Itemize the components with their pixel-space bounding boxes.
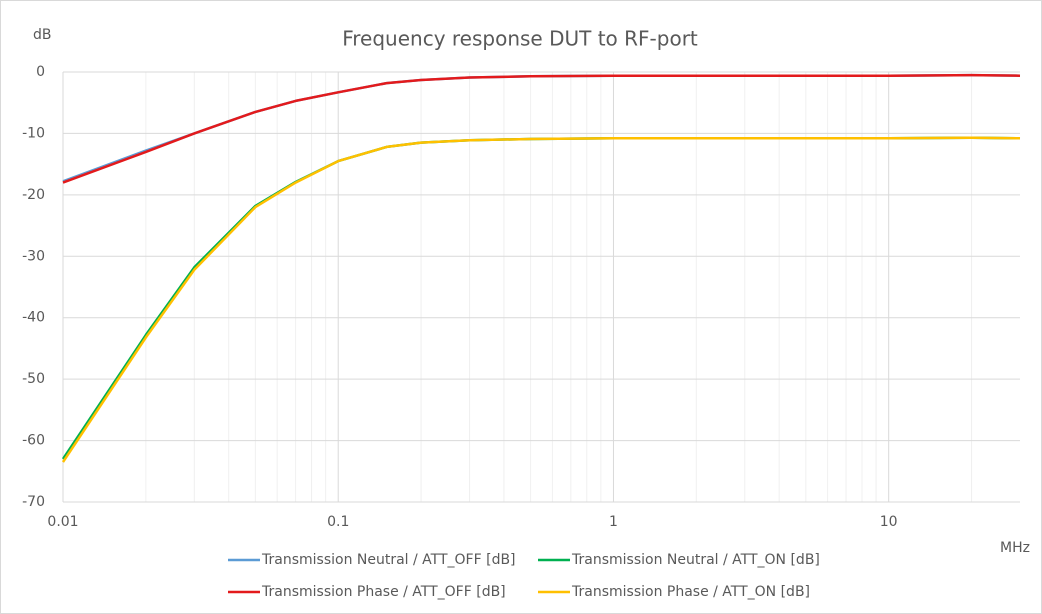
y-tick-label: -20 xyxy=(22,187,45,203)
x-tick-label: 1 xyxy=(609,514,618,530)
y-tick-label: -10 xyxy=(22,125,45,141)
series-line xyxy=(61,136,1021,463)
legend-label: Transmission Neutral / ATT_ON [dB] xyxy=(571,552,820,568)
x-tick-label: 10 xyxy=(880,514,898,530)
legend-label: Transmission Phase / ATT_OFF [dB] xyxy=(261,584,506,600)
chart-title: Frequency response DUT to RF-port xyxy=(342,27,698,51)
series-line xyxy=(62,73,1021,184)
legend-label: Transmission Phase / ATT_ON [dB] xyxy=(571,584,810,600)
x-axis-label: MHz xyxy=(1000,540,1030,556)
x-tick-label: 0.1 xyxy=(327,514,349,530)
y-tick-label: 0 xyxy=(36,64,45,80)
y-tick-label: -60 xyxy=(22,433,45,449)
y-tick-label: -70 xyxy=(22,494,45,510)
y-tick-label: -40 xyxy=(22,310,45,326)
x-tick-label: 0.01 xyxy=(47,514,78,530)
y-tick-label: -30 xyxy=(22,248,45,264)
y-tick-label: -50 xyxy=(22,371,45,387)
y-axis-label: dB xyxy=(33,27,52,43)
legend-label: Transmission Neutral / ATT_OFF [dB] xyxy=(261,552,516,568)
